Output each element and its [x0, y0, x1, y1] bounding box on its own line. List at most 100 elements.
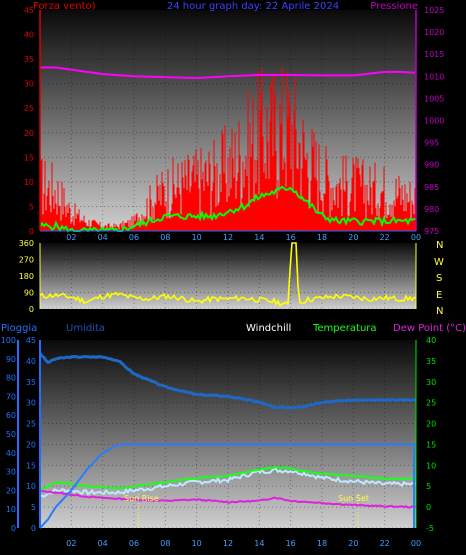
rain-tick-label: 5: [31, 503, 36, 512]
time-tick-label: 00: [411, 233, 421, 242]
temperature-tick-label: 25: [426, 399, 436, 408]
pressure-tick-label: 1025: [424, 6, 444, 15]
direction-tick-label: 90: [24, 289, 34, 298]
windchill-legend: Windchill: [246, 323, 291, 334]
direction-tick-label: 360: [19, 239, 34, 248]
humidity-tick-label: 10: [6, 505, 16, 514]
wind-tick-label: 20: [24, 129, 34, 138]
humidity-tick-label: 90: [6, 355, 16, 364]
time-tick-label: 20: [348, 539, 358, 548]
direction-letter-w: W: [434, 257, 444, 268]
humidity-tick-label: 40: [6, 449, 16, 458]
direction-letter-n-bottom: N: [436, 306, 443, 317]
time-tick-label: 16: [286, 233, 296, 242]
pressure-tick-label: 985: [424, 183, 439, 192]
time-tick-label: 14: [254, 539, 264, 548]
direction-tick-label: 270: [19, 256, 34, 265]
time-tick-label: 18: [317, 233, 327, 242]
direction-letter-s: S: [436, 273, 442, 284]
pressure-tick-label: 975: [424, 227, 439, 236]
temperature-tick-label: 15: [426, 440, 436, 449]
rain-tick-label: 40: [26, 357, 36, 366]
humidity-tick-label: 0: [11, 524, 16, 533]
time-tick-label: 04: [98, 233, 108, 242]
humidity-tick-label: 80: [6, 374, 16, 383]
time-tick-label: 04: [98, 539, 108, 548]
temperature-tick-label: 40: [426, 336, 436, 345]
wind-direction-series: [39, 242, 416, 307]
temperature-tick-label: 0: [426, 503, 431, 512]
direction-letter-n-top: N: [436, 240, 443, 251]
rain-series: [39, 443, 416, 529]
temperature-legend: Temperatura: [312, 323, 377, 334]
pressure-series: [40, 66, 416, 79]
rain-tick-label: 25: [26, 420, 36, 429]
humidity-series: [38, 352, 417, 410]
temperature-tick-label: 20: [426, 420, 436, 429]
rain-tick-label: 45: [26, 336, 36, 345]
pressure-tick-label: 980: [424, 205, 439, 214]
rain-tick-label: 30: [26, 399, 36, 408]
pressure-axis-title: Pressione: [370, 1, 418, 12]
sun-set-label: Sun Set: [338, 494, 369, 503]
time-tick-label: 16: [286, 539, 296, 548]
pressure-tick-label: 1015: [424, 50, 444, 59]
time-tick-label: 12: [223, 233, 233, 242]
wind-tick-label: 10: [24, 178, 34, 187]
humidity-tick-label: 20: [6, 486, 16, 495]
dewpoint-series: [39, 489, 416, 509]
wind-tick-label: 45: [24, 6, 34, 15]
wind-tick-label: 30: [24, 80, 34, 89]
time-tick-label: 06: [129, 539, 139, 548]
time-tick-label: 20: [348, 233, 358, 242]
wind-tick-label: 5: [29, 202, 34, 211]
wind-speed-series: [40, 67, 416, 231]
time-tick-label: 08: [160, 233, 170, 242]
pressure-tick-label: 1000: [424, 117, 444, 126]
pressure-tick-label: 1010: [424, 72, 444, 81]
wind-tick-label: 35: [24, 55, 34, 64]
humidity-tick-label: 100: [1, 336, 16, 345]
plot-area-temperature: [40, 340, 416, 528]
temperature-tick-label: 30: [426, 378, 436, 387]
sun-rise-label: Sun Rise: [124, 494, 159, 503]
wind-tick-label: 40: [24, 31, 34, 40]
pressure-tick-label: 1020: [424, 28, 444, 37]
time-tick-label: 06: [129, 233, 139, 242]
rain-tick-label: 0: [31, 524, 36, 533]
rain-axis-title: Pioggia: [1, 323, 37, 334]
time-tick-label: 00: [411, 539, 421, 548]
wind-axis-title: Forza vento): [33, 1, 96, 12]
pressure-tick-label: 1005: [424, 94, 444, 103]
humidity-tick-label: 30: [6, 468, 16, 477]
time-tick-label: 10: [192, 539, 202, 548]
rain-tick-label: 35: [26, 378, 36, 387]
wind-tick-label: 15: [24, 153, 34, 162]
temperature-tick-label: 5: [426, 482, 431, 491]
humidity-axis-title: Umidita: [66, 323, 105, 334]
time-tick-label: 18: [317, 539, 327, 548]
wind-tick-label: 0: [29, 227, 34, 236]
time-tick-label: 14: [254, 233, 264, 242]
humidity-tick-label: 60: [6, 411, 16, 420]
wind-average-series: [39, 185, 417, 233]
time-tick-label: 10: [192, 233, 202, 242]
time-tick-label: 22: [380, 233, 390, 242]
time-tick-label: 02: [66, 233, 76, 242]
temperature-series: [39, 465, 417, 492]
rain-tick-label: 15: [26, 461, 36, 470]
chart-title: 24 hour graph day: 22 Aprile 2024: [167, 1, 339, 12]
direction-tick-label: 180: [19, 272, 34, 281]
temperature-tick-label: -5: [426, 524, 434, 533]
time-tick-label: 08: [160, 539, 170, 548]
temperature-tick-label: 10: [426, 461, 436, 470]
rain-tick-label: 10: [26, 482, 36, 491]
temperature-tick-label: 35: [426, 357, 436, 366]
wind-tick-label: 25: [24, 104, 34, 113]
pressure-tick-label: 995: [424, 139, 439, 148]
dewpoint-legend: Dew Point (°C): [393, 323, 466, 334]
direction-tick-label: 0: [29, 305, 34, 314]
time-tick-label: 02: [66, 539, 76, 548]
rain-tick-label: 20: [26, 440, 36, 449]
